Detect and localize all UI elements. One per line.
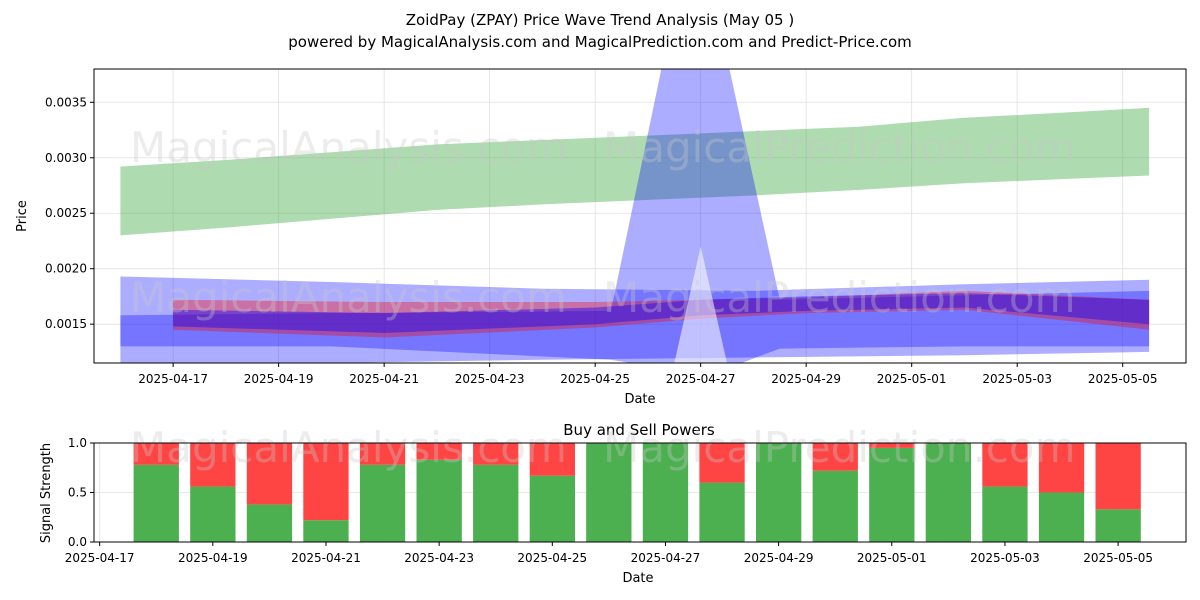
bottom-y-tick-label: 0.5 [68,486,87,500]
top-x-tick-label: 2025-04-27 [666,372,736,386]
price-band-1 [120,276,1150,363]
buy-power-bar [473,464,519,542]
bottom-y-axis-label: Signal Strength [39,443,54,543]
top-x-tick-label: 2025-04-23 [455,372,525,386]
price-band-0 [120,107,1150,236]
bottom-y-ticks: 0.0 0.5 1.0 [68,436,94,549]
bottom-bars [133,443,1141,542]
watermark-analysis-2: MagicalAnalysis.com [130,273,567,322]
sell-power-bar [133,443,179,465]
top-bands [120,69,1150,363]
top-x-tick-label: 2025-04-29 [771,372,841,386]
top-x-tick-label: 2025-04-17 [138,372,208,386]
price-band-2 [120,69,1150,363]
bottom-x-tick-label: 2025-04-17 [65,551,135,565]
buy-power-bar [529,475,575,542]
top-y-tick-label: 0.0015 [45,317,87,331]
bottom-x-tick-label: 2025-04-23 [404,551,474,565]
price-band-4 [173,293,1150,333]
bottom-x-tick-label: 2025-04-29 [744,551,814,565]
watermark-prediction: MagicalPrediction.com [603,123,1076,172]
buy-power-bar [982,486,1028,542]
watermark-prediction-2: MagicalPrediction.com [603,273,1076,322]
top-x-tick-label: 2025-04-25 [560,372,630,386]
sell-power-bar [246,443,293,505]
buy-power-bar [925,443,971,542]
sell-power-bar [869,443,915,448]
top-x-tick-label: 2025-04-21 [349,372,419,386]
spike-inner-triangle [674,246,727,363]
bottom-chart-title: Buy and Sell Powers [563,421,715,439]
buy-power-bar [1095,509,1141,542]
watermark-analysis-3: MagicalAnalysis.com [130,423,567,472]
sell-power-bar [982,443,1028,487]
watermark-analysis: MagicalAnalysis.com [130,123,567,172]
bottom-x-tick-label: 2025-05-03 [970,551,1040,565]
watermark-prediction-3: MagicalPrediction.com [603,423,1076,472]
bottom-watermarks: MagicalAnalysis.com MagicalPrediction.co… [130,423,1076,472]
top-x-axis-label: Date [624,392,655,407]
buy-power-bar [812,470,858,542]
buy-power-bar [190,486,236,542]
top-y-ticks: 0.0015 0.0020 0.0025 0.0030 0.0035 [45,95,94,331]
chart-title-line1: ZoidPay (ZPAY) Price Wave Trend Analysis… [406,11,794,29]
bottom-y-tick-label: 1.0 [68,436,87,450]
sell-power-bar [529,443,575,476]
top-y-axis-label: Price [15,200,30,232]
buy-power-bar [246,504,293,542]
top-x-tick-label: 2025-05-05 [1088,372,1158,386]
sell-power-bar [1095,443,1141,510]
top-grid [94,69,1186,363]
chart-title-line2: powered by MagicalAnalysis.com and Magic… [288,33,912,51]
buy-power-bar [303,520,349,542]
bottom-x-tick-label: 2025-04-27 [631,551,701,565]
top-y-tick-label: 0.0030 [45,151,87,165]
top-y-tick-label: 0.0020 [45,262,87,276]
sell-power-bar [303,443,349,521]
top-plot-frame [93,68,1187,364]
top-y-tick-label: 0.0025 [45,206,87,220]
sell-power-bar [699,443,745,483]
sell-power-bar [812,443,858,471]
price-band-3 [173,290,1150,338]
top-watermarks: MagicalAnalysis.com MagicalPrediction.co… [130,123,1076,322]
bottom-x-tick-label: 2025-05-01 [857,551,927,565]
buy-power-bar [359,464,406,542]
bottom-y-tick-label: 0.0 [68,535,87,549]
bottom-x-axis-label: Date [622,571,653,586]
buy-sell-chart: Buy and Sell Powers MagicalAnalysis.com … [39,421,1187,586]
sell-power-bar [190,443,236,487]
sell-power-bar [359,443,406,465]
bottom-x-tick-label: 2025-04-19 [178,551,248,565]
top-x-tick-label: 2025-05-03 [982,372,1052,386]
buy-power-bar [133,464,179,542]
buy-power-bar [756,443,802,542]
bottom-x-tick-label: 2025-05-05 [1083,551,1153,565]
sell-power-bar [1038,443,1085,493]
bottom-x-ticks: 2025-04-17 2025-04-19 2025-04-21 2025-04-23… [65,542,1153,565]
top-y-tick-label: 0.0035 [45,95,87,109]
sell-power-bar [416,443,462,460]
buy-power-bar [586,443,632,542]
bottom-x-tick-label: 2025-04-21 [291,551,361,565]
sell-power-bar [473,443,519,465]
top-x-ticks: 2025-04-17 2025-04-19 2025-04-21 2025-04-23… [138,363,1158,386]
price-wave-chart: MagicalAnalysis.com MagicalPrediction.co… [15,68,1187,407]
buy-power-bar [1038,492,1085,542]
top-x-tick-label: 2025-05-01 [877,372,947,386]
bottom-x-tick-label: 2025-04-25 [517,551,587,565]
buy-power-bar [699,482,745,542]
buy-power-bar [642,443,689,542]
buy-power-bar [416,459,462,542]
buy-power-bar [869,447,915,542]
top-x-tick-label: 2025-04-19 [244,372,314,386]
